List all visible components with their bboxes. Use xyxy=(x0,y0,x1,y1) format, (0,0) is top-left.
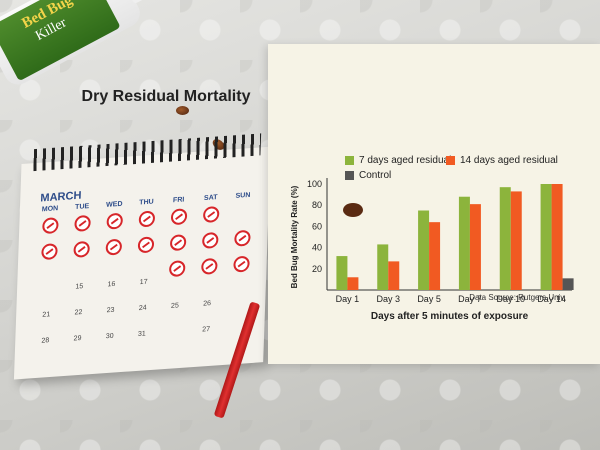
bed-bug-icon xyxy=(176,106,189,115)
bar-14day xyxy=(469,204,481,290)
y-axis-label: Bed Bug Mortality Rate (%) xyxy=(290,185,299,288)
bar-14day xyxy=(429,222,441,290)
legend-label-14day: 14 days aged residual xyxy=(460,155,558,166)
legend-item-7day: 7 days aged residual xyxy=(345,155,451,166)
legend-label-7day: 7 days aged residual xyxy=(359,155,452,166)
bar-7day xyxy=(336,256,348,290)
legend-item-control: Control xyxy=(345,170,391,181)
x-tick-label: Day 10 xyxy=(496,294,525,304)
y-tick-label: 100 xyxy=(307,179,322,189)
y-tick-label: 60 xyxy=(312,221,322,231)
y-tick-label: 80 xyxy=(312,200,322,210)
x-axis-label: Days after 5 minutes of exposure xyxy=(371,311,529,322)
legend-swatch-control xyxy=(345,171,354,180)
legend-item-14day: 14 days aged residual xyxy=(446,155,558,166)
data-source: Data Source: Rutgers Univ. xyxy=(469,293,566,302)
bar-7day xyxy=(458,196,470,290)
bar-control xyxy=(562,278,574,290)
bar-7day xyxy=(377,244,389,290)
x-tick-label: Day 14 xyxy=(537,294,566,304)
chart-title: Dry Residual Mortality xyxy=(81,88,251,105)
bar-7day xyxy=(418,210,430,290)
x-tick-label: Day 5 xyxy=(417,294,441,304)
bar-14day xyxy=(388,261,400,290)
legend-label-control: Control xyxy=(359,170,392,181)
legend-swatch-14day xyxy=(446,156,455,165)
bar-14day xyxy=(510,191,522,290)
chart-bed-bug-icon xyxy=(343,203,363,217)
bar-7day xyxy=(499,187,511,290)
bar-14day xyxy=(551,184,563,290)
x-tick-label: Day 1 xyxy=(336,294,360,304)
bar-7day xyxy=(540,184,552,290)
bar-14day xyxy=(347,277,359,290)
x-tick-label: Day 3 xyxy=(376,294,400,304)
x-tick-label: Day 7 xyxy=(458,294,482,304)
y-tick-label: 40 xyxy=(312,243,322,253)
legend-swatch-7day xyxy=(345,156,354,165)
y-tick-label: 20 xyxy=(312,264,322,274)
